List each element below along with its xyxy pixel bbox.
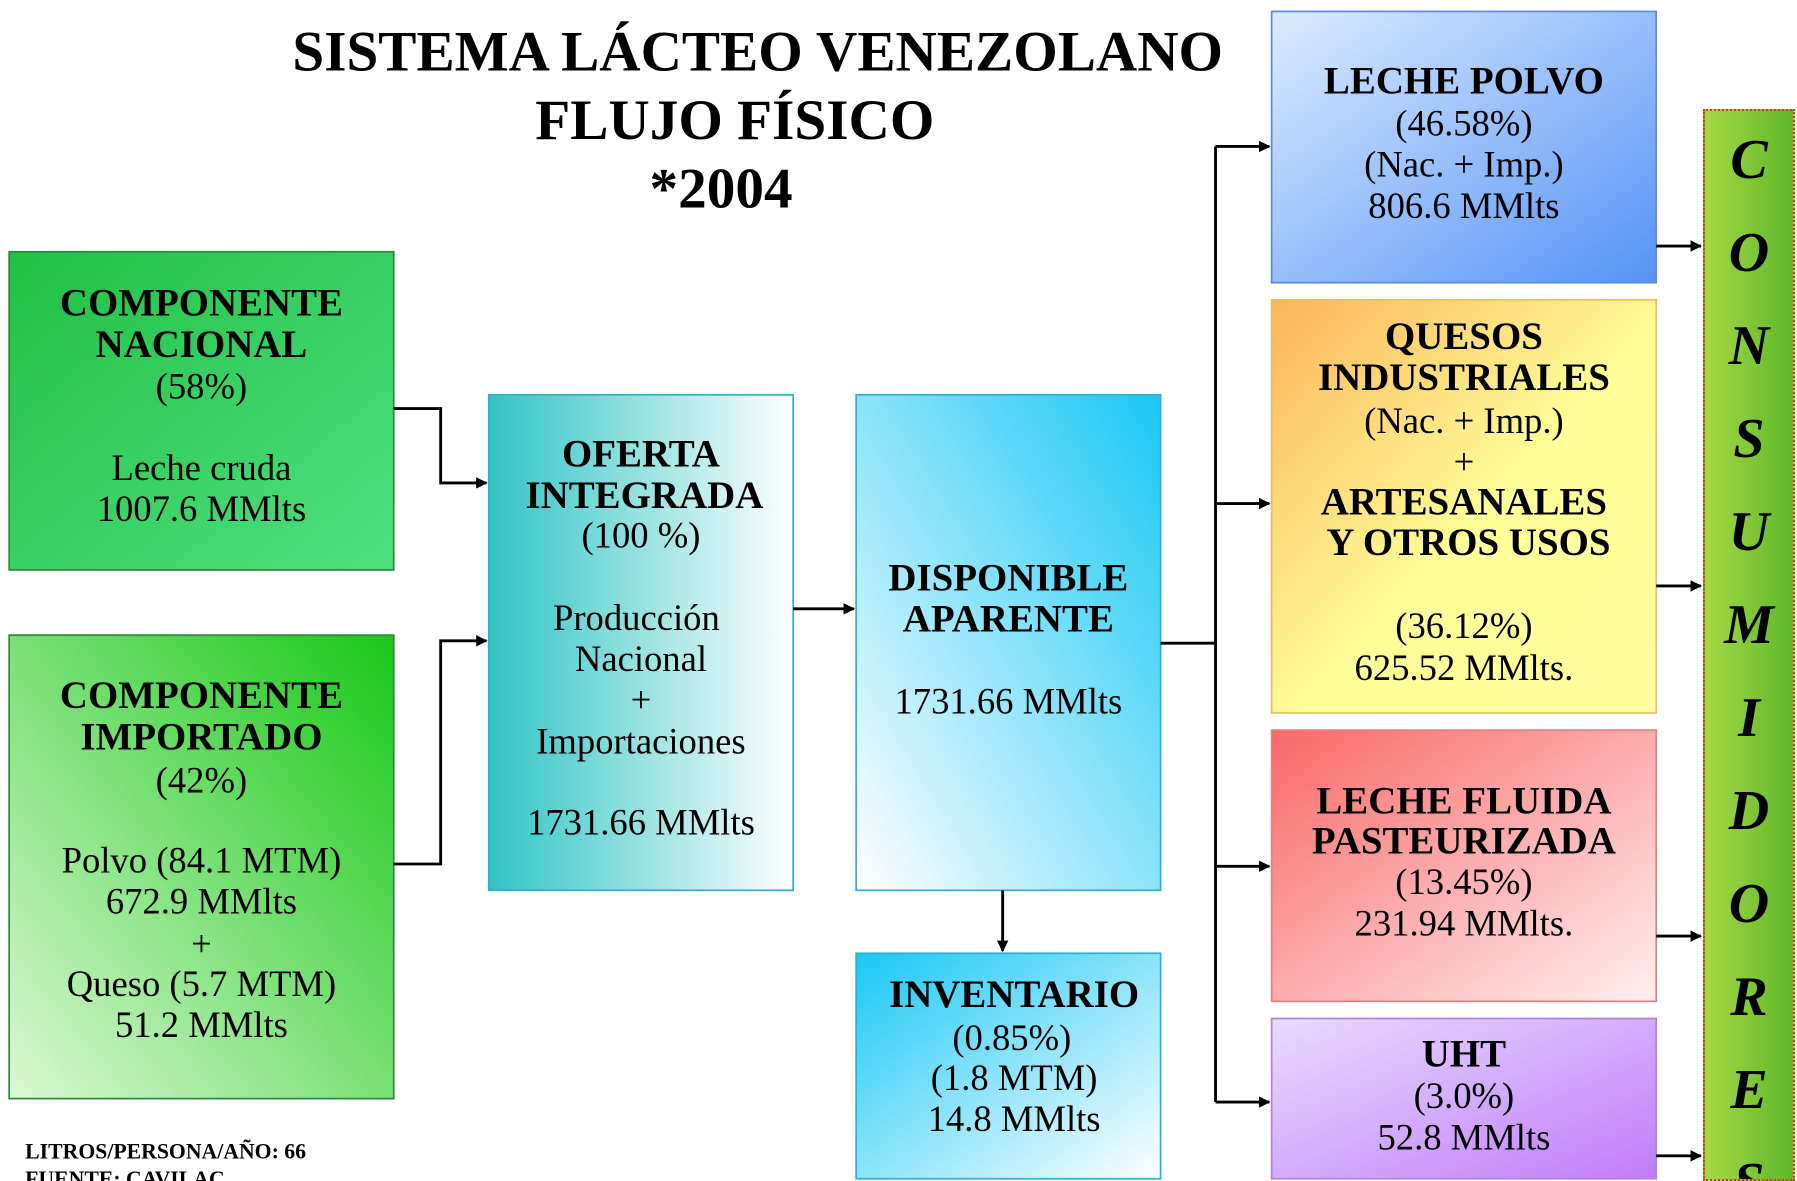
arrow [393,407,488,489]
node-text: Leche cruda [112,447,292,488]
node-text: Polvo (84.1 MTM) [62,839,342,880]
node-text: Producción [553,597,720,638]
node-text: 51.2 MMlts [115,1004,288,1045]
node-text: 672.9 MMlts [106,881,297,922]
node-text: 14.8 MMlts [928,1098,1101,1139]
node-text: (36.12%) [1395,605,1532,646]
boxes [8,10,1658,1180]
title: SISTEMA LÁCTEO VENEZOLANO FLUJO FÍSICO *… [292,20,1223,220]
node-text: Importaciones [536,720,745,761]
node-label: INVENTARIO [889,973,1139,1016]
node-text: (3.0%) [1414,1075,1515,1116]
node-text: (1.8 MTM) [931,1057,1098,1098]
node-text: 1731.66 MMlts [527,802,755,843]
node-text: 625.52 MMlts. [1355,647,1574,688]
node-box [8,634,395,1100]
node-box [1270,298,1658,714]
node-text: (Nac. + Imp.) [1364,400,1564,441]
node-text: (100 %) [581,514,700,555]
title-line: *2004 [650,158,793,221]
node-box [8,250,395,571]
node-label: ARTESANALES [1321,481,1607,524]
node-text: Queso (5.7 MTM) [67,963,336,1004]
node-box [855,393,1162,892]
node-box [1270,729,1658,1003]
node-text: 231.94 MMlts. [1355,902,1574,943]
node-text: 806.6 MMlts [1368,185,1559,226]
node-label: COMPONENTE [60,674,343,717]
title-line: SISTEMA LÁCTEO VENEZOLANO [292,20,1223,83]
node-label: Y OTROS USOS [1327,521,1611,564]
title-line: FLUJO FÍSICO [535,89,934,152]
footer-source: FUENTE: CAVILAC [25,1167,224,1181]
node-box [1270,1017,1658,1180]
node-label: INTEGRADA [525,474,763,517]
node-text: + [631,679,652,720]
node-text: 1731.66 MMlts [894,680,1122,721]
node-text: 1007.6 MMlts [97,488,307,529]
node-text: (13.45%) [1395,861,1532,902]
node-label: UHT [1422,1032,1506,1075]
node-text: Nacional [575,638,707,679]
node-text: (0.85%) [952,1017,1071,1058]
node-box [487,393,795,892]
node-label: OFERTA [562,433,720,476]
node-box [855,952,1162,1180]
node-text: (58%) [156,366,248,407]
arrow [393,635,488,866]
node-text: 52.8 MMlts [1377,1116,1550,1157]
node-label: APARENTE [903,597,1114,640]
node-text: + [1454,441,1475,482]
consumers-box: CONSUMIDORES [1703,109,1795,1181]
node-text: + [191,923,212,964]
node-label: PASTEURIZADA [1312,819,1616,862]
node-label: IMPORTADO [80,715,322,758]
node-text: (42%) [156,759,248,800]
arrows [393,140,1702,1162]
node-label: INDUSTRIALES [1318,356,1610,399]
node-box [1270,10,1658,284]
node-label: LECHE FLUIDA [1316,779,1611,822]
node-text: (46.58%) [1395,102,1532,143]
node-texts: COMPONENTE NACIONAL (58%) Leche cruda 10… [60,60,1616,1158]
footer-note: LITROS/PERSONA/AÑO: 66 [25,1140,306,1164]
node-label: NACIONAL [96,323,308,366]
node-label: COMPONENTE [60,282,343,325]
node-label: DISPONIBLE [888,556,1128,599]
node-text: (Nac. + Imp.) [1364,144,1564,185]
node-label: QUESOS [1385,315,1543,358]
node-label: LECHE POLVO [1324,60,1604,103]
